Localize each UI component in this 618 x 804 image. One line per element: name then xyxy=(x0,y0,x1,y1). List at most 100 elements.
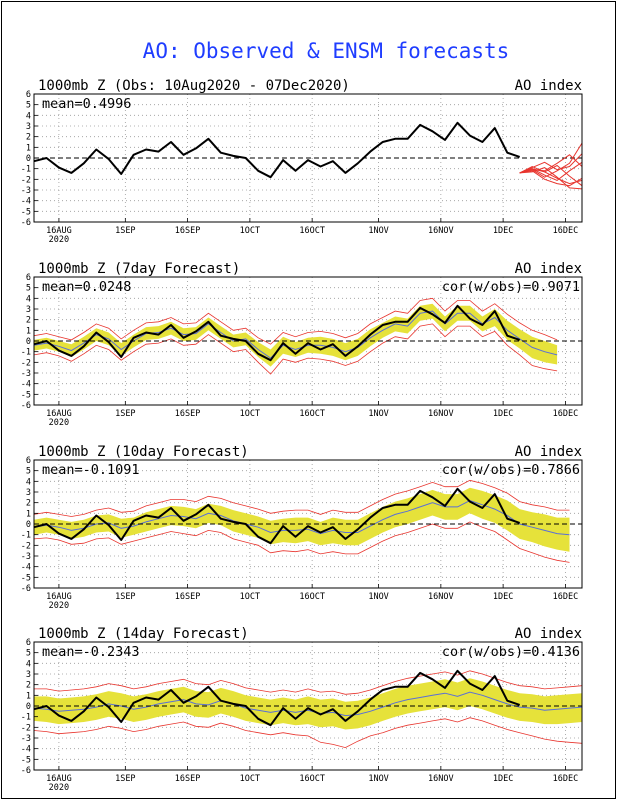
x-tick-label: 1DEC xyxy=(493,226,513,236)
x-tick-label: 16NOV xyxy=(428,226,454,236)
y-tick-label: 3 xyxy=(26,670,31,680)
x-tick-label: 16NOV xyxy=(428,592,454,602)
y-tick-label: -5 xyxy=(21,390,31,400)
x-tick-label: 1SEP xyxy=(115,226,135,236)
x-tick-sublabel: 2020 xyxy=(49,235,69,245)
panel-title: 1000mb Z (14day Forecast) xyxy=(38,626,249,642)
y-tick-label: 2 xyxy=(26,499,31,509)
ensemble-member-line xyxy=(519,161,583,181)
y-tick-label: 5 xyxy=(26,649,31,659)
panel-correlation-stat: cor(w/obs)=0.4136 xyxy=(442,644,580,660)
y-tick-label: 2 xyxy=(26,133,31,143)
x-tick-label: 1OCT xyxy=(240,774,260,784)
ensemble-mean-line xyxy=(33,691,583,717)
x-tick-label: 1SEP xyxy=(115,409,135,419)
y-tick-label: 4 xyxy=(26,111,31,121)
x-tick-sublabel: 2020 xyxy=(49,418,69,428)
y-tick-label: 6 xyxy=(26,456,31,466)
y-tick-label: -2 xyxy=(21,723,31,733)
y-tick-label: 4 xyxy=(26,477,31,487)
x-tick-sublabel: 2020 xyxy=(49,783,69,793)
observed-line xyxy=(33,121,521,179)
y-tick-label: -1 xyxy=(21,165,31,175)
spread-band xyxy=(34,303,558,367)
x-tick-label: 16OCT xyxy=(299,409,325,419)
x-tick-label: 16OCT xyxy=(299,774,325,784)
x-tick-label: 1SEP xyxy=(115,774,135,784)
panel-title: 1000mb Z (10day Forecast) xyxy=(38,444,249,460)
y-tick-label: -2 xyxy=(21,541,31,551)
y-tick-label: -4 xyxy=(21,745,31,755)
y-tick-label: -5 xyxy=(21,573,31,583)
y-tick-label: 1 xyxy=(26,326,31,336)
x-tick-label: 1NOV xyxy=(368,774,388,784)
x-tick-label: 16DEC xyxy=(553,774,579,784)
spread-min-line xyxy=(33,717,583,749)
panel-mean-stat: mean=0.0248 xyxy=(42,279,131,295)
x-tick-label: 16AUG xyxy=(46,774,72,784)
observed-line xyxy=(33,304,521,362)
y-tick-label: 3 xyxy=(26,122,31,132)
x-tick-label: 16DEC xyxy=(553,409,579,419)
y-tick-label: -4 xyxy=(21,380,31,390)
y-tick-label: 5 xyxy=(26,467,31,477)
panel-right-label: AO index xyxy=(515,78,582,94)
y-tick-label: 0 xyxy=(26,702,31,712)
x-tick-label: 1DEC xyxy=(493,409,513,419)
x-tick-label: 1SEP xyxy=(115,592,135,602)
y-tick-label: 5 xyxy=(26,284,31,294)
page-title: AO: Observed & ENSM forecasts xyxy=(143,39,510,63)
y-tick-label: -6 xyxy=(21,584,31,594)
x-tick-label: 16SEP xyxy=(175,592,201,602)
panel-correlation-stat: cor(w/obs)=0.7866 xyxy=(442,462,580,478)
y-tick-label: -6 xyxy=(21,218,31,228)
y-tick-label: -3 xyxy=(21,734,31,744)
panel-title: 1000mb Z (7day Forecast) xyxy=(38,261,240,277)
spread-max-line xyxy=(33,479,570,517)
x-tick-label: 16OCT xyxy=(299,226,325,236)
ensemble-member-line xyxy=(519,164,583,187)
x-tick-label: 1NOV xyxy=(368,226,388,236)
y-tick-label: 3 xyxy=(26,488,31,498)
panel-correlation-stat: cor(w/obs)=0.9071 xyxy=(442,279,580,295)
x-tick-label: 16SEP xyxy=(175,774,201,784)
spread-max-line xyxy=(33,297,558,345)
spread-min-line xyxy=(33,323,558,375)
x-tick-label: 1OCT xyxy=(240,226,260,236)
x-tick-label: 16OCT xyxy=(299,592,325,602)
ensemble-mean-line xyxy=(33,499,570,536)
x-tick-label: 16DEC xyxy=(553,226,579,236)
panel-mean-stat: mean=-0.2343 xyxy=(42,644,140,660)
spread-min-line xyxy=(33,521,570,563)
y-tick-label: -1 xyxy=(21,348,31,358)
y-tick-label: 1 xyxy=(26,509,31,519)
y-tick-label: -6 xyxy=(21,401,31,411)
x-tick-label: 16SEP xyxy=(175,226,201,236)
x-tick-label: 1NOV xyxy=(368,409,388,419)
y-tick-label: -1 xyxy=(21,713,31,723)
panel-right-label: AO index xyxy=(515,261,582,277)
y-tick-label: 2 xyxy=(26,681,31,691)
y-tick-label: -5 xyxy=(21,755,31,765)
x-tick-label: 1DEC xyxy=(493,774,513,784)
y-tick-label: 0 xyxy=(26,520,31,530)
y-tick-label: -2 xyxy=(21,358,31,368)
y-tick-label: -3 xyxy=(21,369,31,379)
y-tick-label: -6 xyxy=(21,766,31,776)
y-tick-label: 0 xyxy=(26,154,31,164)
y-tick-label: 1 xyxy=(26,143,31,153)
ensemble-member-line xyxy=(519,153,583,174)
y-tick-label: -4 xyxy=(21,197,31,207)
y-tick-label: 2 xyxy=(26,316,31,326)
x-tick-sublabel: 2020 xyxy=(49,601,69,611)
y-tick-label: 0 xyxy=(26,337,31,347)
y-tick-label: -2 xyxy=(21,175,31,185)
x-tick-label: 1OCT xyxy=(240,592,260,602)
y-tick-label: -5 xyxy=(21,207,31,217)
ensemble-member-line xyxy=(519,154,583,174)
